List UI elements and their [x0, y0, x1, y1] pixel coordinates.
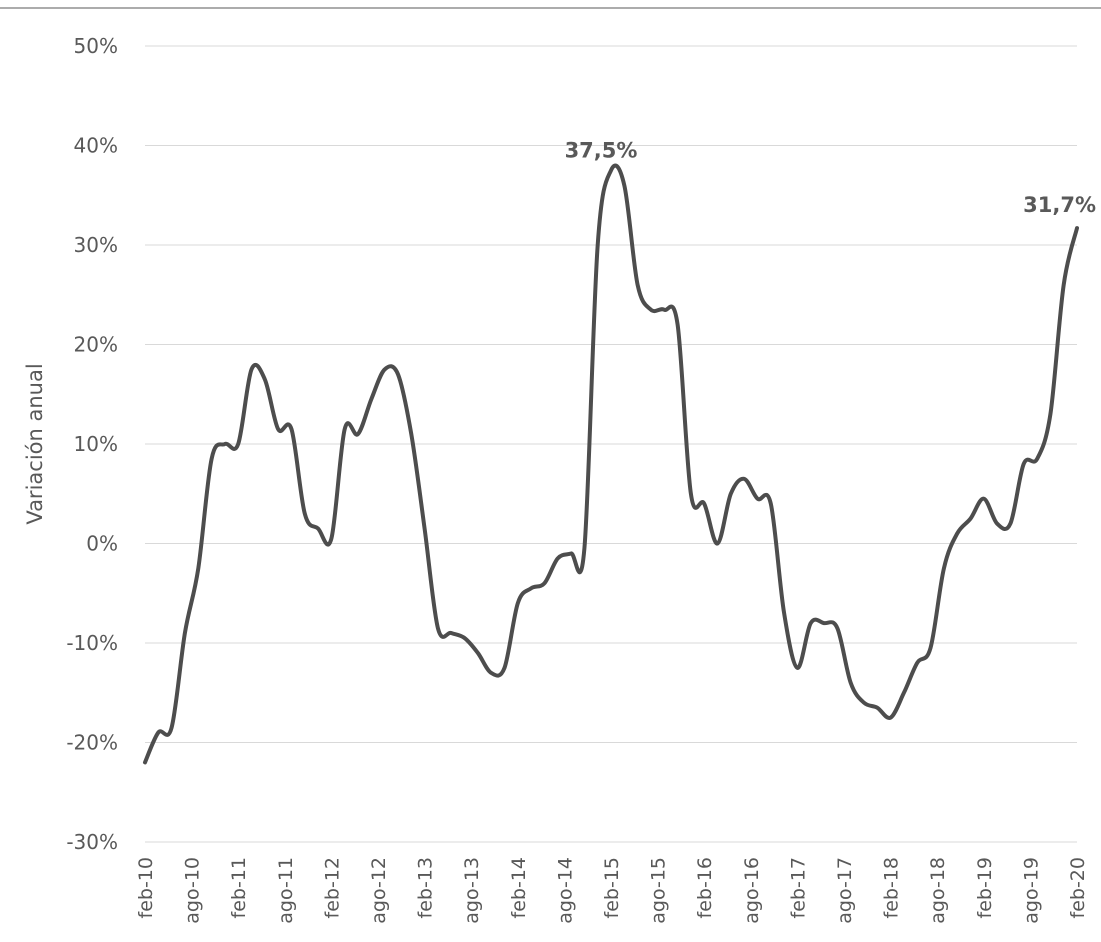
- y-tick-label: 30%: [74, 233, 118, 257]
- x-tick-label: feb-20: [1067, 857, 1089, 918]
- x-tick-label: ago-13: [461, 857, 483, 924]
- x-tick-label: feb-17: [787, 857, 809, 918]
- x-tick-label: feb-10: [135, 857, 157, 918]
- y-tick-label: 50%: [74, 34, 118, 58]
- series-line: [143, 163, 1079, 765]
- x-tick-label: ago-11: [275, 857, 297, 924]
- x-tick-label: ago-15: [648, 857, 670, 924]
- data-label: 37,5%: [565, 138, 638, 162]
- x-tick-label: feb-18: [881, 857, 903, 918]
- x-tick-label: ago-14: [554, 857, 576, 924]
- y-axis-title: Variación anual: [23, 363, 47, 524]
- gridlines: [145, 45, 1077, 843]
- y-axis-ticks: 50% 40% 30% 20% 10% 0% -10% -20% -30%: [66, 34, 118, 854]
- y-tick-label: 40%: [74, 134, 118, 158]
- x-tick-label: feb-12: [321, 857, 343, 918]
- x-tick-label: ago-10: [182, 857, 204, 924]
- x-tick-label: feb-13: [415, 857, 437, 918]
- x-tick-label: feb-14: [508, 857, 530, 918]
- y-tick-label: 0%: [86, 532, 118, 556]
- y-tick-label: -20%: [66, 731, 118, 755]
- x-tick-label: ago-18: [927, 857, 949, 924]
- x-tick-label: feb-19: [974, 857, 996, 918]
- data-label: 31,7%: [1023, 193, 1096, 217]
- x-tick-label: feb-11: [228, 857, 250, 918]
- x-axis-ticks: feb-10 ago-10 feb-11 ago-11 feb-12 ago-12 feb-…: [135, 857, 1089, 924]
- x-tick-label: ago-16: [741, 857, 763, 924]
- y-tick-label: -30%: [66, 830, 118, 854]
- series-group: [143, 163, 1079, 765]
- x-tick-label: ago-19: [1020, 857, 1042, 924]
- y-tick-label: -10%: [66, 631, 118, 655]
- y-tick-label: 10%: [74, 432, 118, 456]
- x-tick-label: ago-12: [368, 857, 390, 924]
- x-tick-label: ago-17: [834, 857, 856, 924]
- x-tick-label: feb-16: [694, 857, 716, 918]
- y-tick-label: 20%: [74, 333, 118, 357]
- data-labels: 37,5% 31,7%: [565, 138, 1096, 217]
- x-tick-label: feb-15: [601, 857, 623, 918]
